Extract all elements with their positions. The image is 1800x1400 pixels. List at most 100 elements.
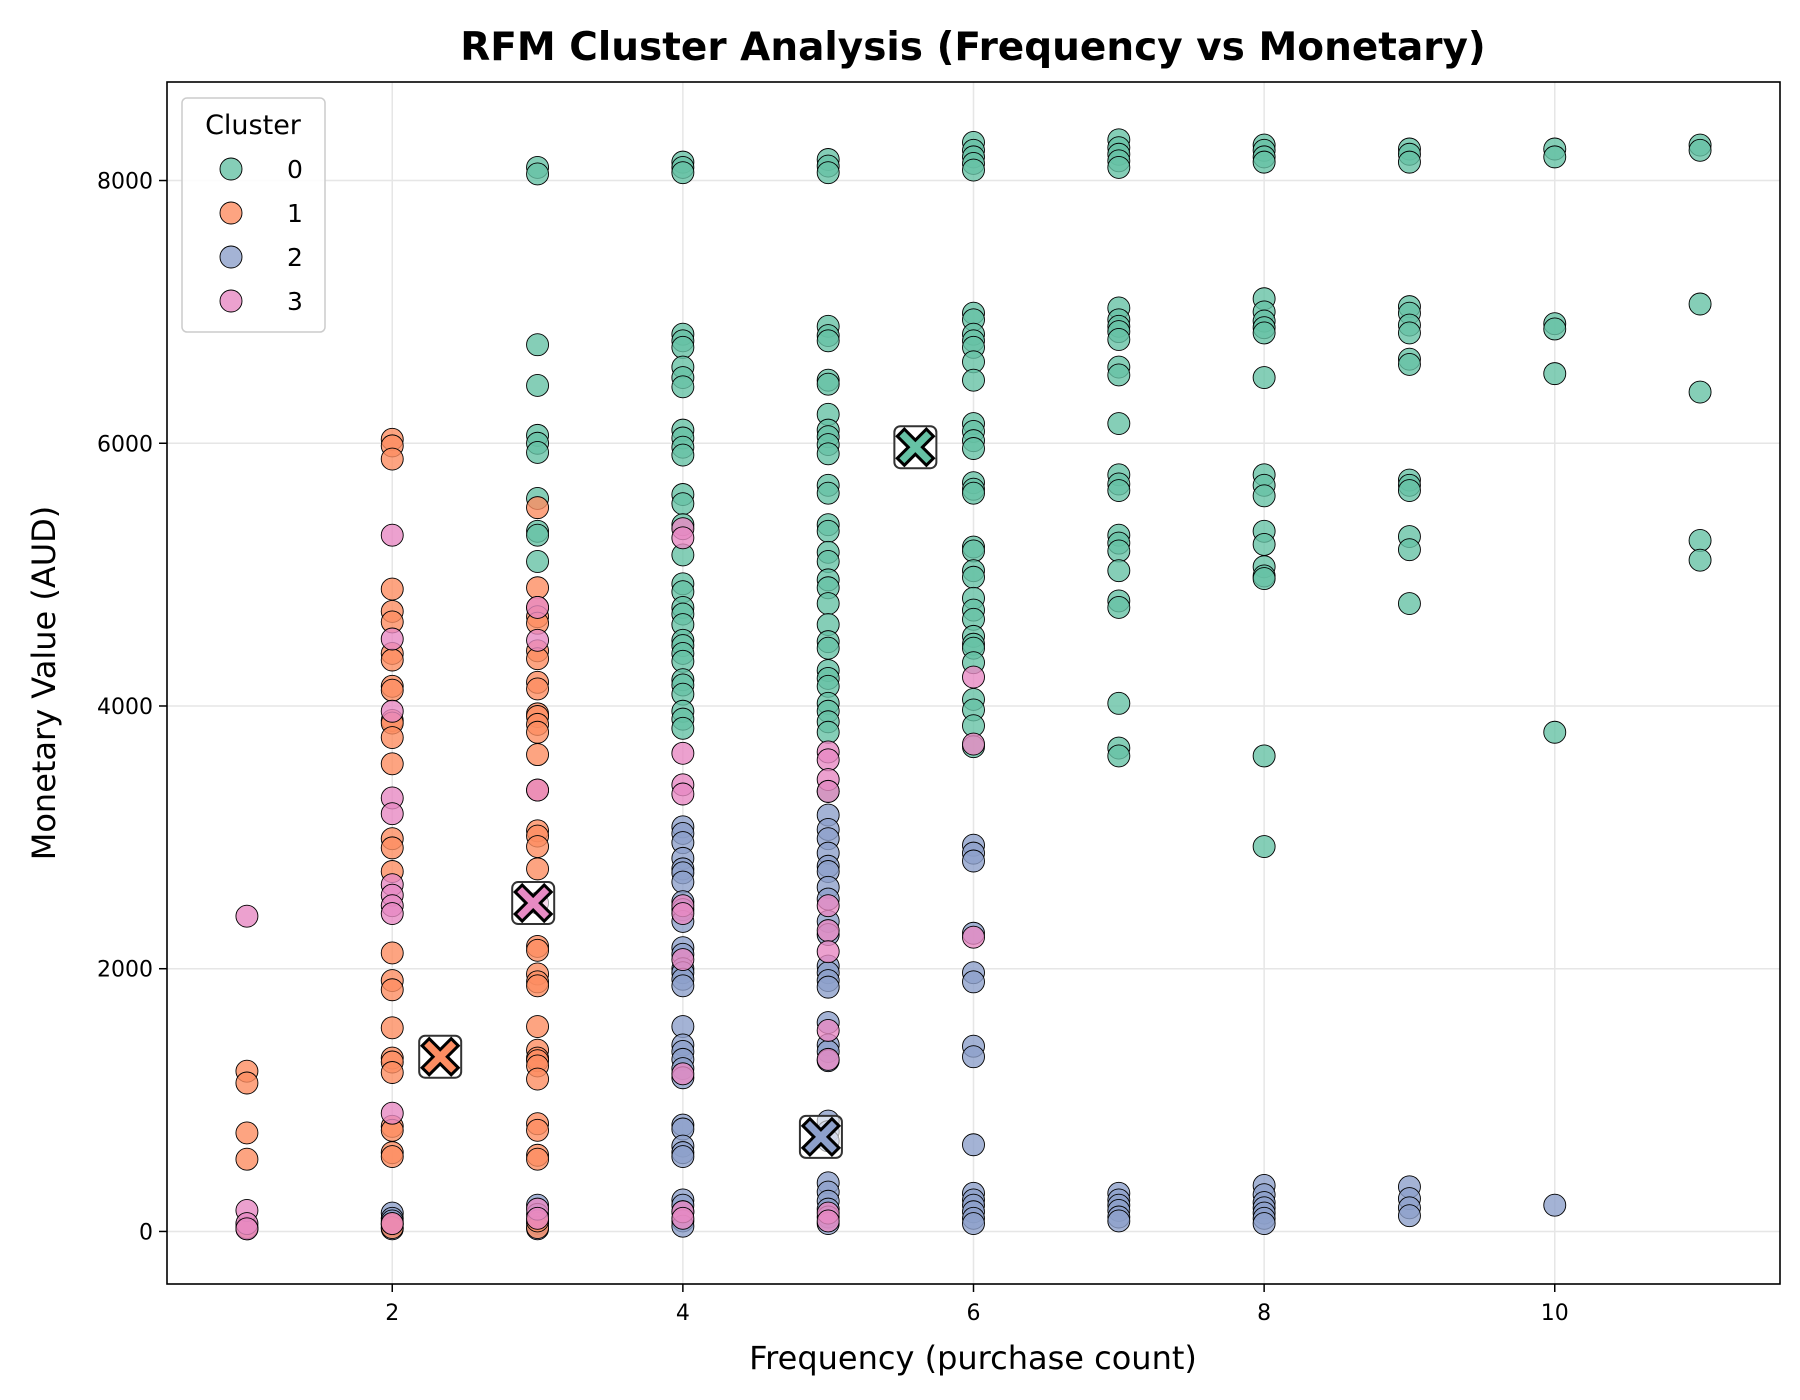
data-point [1107,539,1131,563]
centroid-marker [798,1114,843,1159]
data-point [526,1147,550,1171]
data-point [1688,138,1712,162]
data-point [962,970,985,994]
x-tick-label: 10 [1541,1301,1569,1326]
legend-item-2: 2 [219,243,303,272]
data-point [671,974,695,998]
data-point [1543,145,1567,169]
legend-marker [219,157,243,181]
data-point [671,870,695,894]
x-tick-label: 4 [676,1301,690,1326]
legend-item-0: 0 [219,155,303,184]
data-point [1107,363,1131,387]
data-point [1252,744,1276,768]
data-point [380,752,404,776]
data-point [526,596,550,619]
y-axis-label: Monetary Value (AUD) [25,506,63,861]
data-point [380,1101,404,1125]
legend-item-3: 3 [219,287,303,316]
data-point [235,1147,259,1171]
data-point [526,1206,550,1230]
data-point [1107,596,1131,619]
data-point [1688,548,1712,572]
data-point [671,716,695,740]
data-point [962,481,985,505]
series-cluster-0 [526,128,1712,859]
data-point [816,592,840,615]
centroid-marker [511,881,556,926]
data-point [962,565,985,589]
data-point [671,443,695,467]
x-tick-label: 2 [385,1301,399,1326]
data-point [1252,835,1276,859]
data-point [1252,484,1276,508]
data-point [1543,362,1567,386]
data-point [962,732,985,756]
centroid-marker [893,425,938,470]
data-point [526,835,550,859]
data-point [380,1016,404,1040]
data-point [526,441,550,464]
data-point [962,665,985,689]
data-point [380,699,404,723]
data-point [1107,412,1131,436]
data-point [380,627,404,651]
data-point [380,447,404,471]
data-point [526,628,550,652]
data-point [380,1061,404,1084]
data-point [1688,292,1712,316]
centroid-x [899,431,932,464]
data-point [526,677,550,701]
data-point [526,720,550,744]
x-tick-label: 6 [967,1301,981,1326]
data-point [526,743,550,767]
data-point [526,523,550,547]
data-point [671,902,695,925]
data-point [1543,317,1567,341]
data-point [526,938,550,962]
data-point [962,158,985,182]
data-point [1252,366,1276,390]
data-point [1688,529,1712,552]
data-point [526,1067,550,1091]
y-tick-label: 4000 [97,695,153,720]
data-point [526,974,550,998]
data-point [962,849,985,873]
data-point [671,161,695,185]
data-point [380,577,404,601]
data-point [671,492,695,516]
data-point [526,857,550,881]
x-axis-label: Frequency (purchase count) [749,1339,1197,1377]
data-point [1252,1212,1276,1236]
data-point [235,1071,259,1095]
data-point [380,1145,404,1169]
y-tick-label: 0 [139,1220,153,1245]
data-point [526,333,550,357]
legend-label: 3 [287,287,303,316]
data-point [1107,691,1131,715]
chart-title: RFM Cluster Analysis (Frequency vs Monet… [460,25,1486,70]
data-point [235,904,259,928]
data-point [380,523,404,547]
data-point [1397,479,1421,502]
data-point [671,1062,695,1086]
data-point [671,1145,695,1169]
data-point [816,1047,840,1071]
data-point [380,678,404,702]
legend-marker [219,289,243,313]
data-point [1252,532,1276,556]
legend-label: 0 [287,155,303,184]
scatter-points [235,128,1712,1241]
data-point [1107,155,1131,179]
data-point [816,720,840,744]
data-point [380,978,404,1002]
data-point [816,779,840,803]
data-point [1688,380,1712,404]
data-point [962,368,985,392]
legend-box [181,97,326,333]
legend-items: 0 1 2 3 [219,155,303,316]
x-tick-label: 8 [1257,1301,1271,1326]
data-point [1252,150,1276,174]
data-point [526,1118,550,1142]
